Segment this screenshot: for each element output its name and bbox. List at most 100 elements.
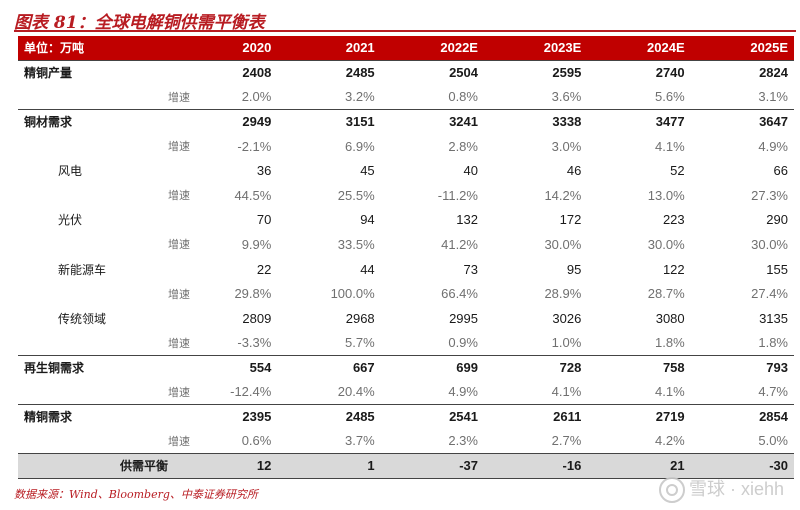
cell-value: 172 [559,212,582,228]
cell-value: 4.1% [655,138,685,154]
cell-value: 52 [670,163,685,179]
cell-value: 290 [766,212,788,228]
cell-value: 22 [256,261,272,277]
cell-value: 30.0% [751,236,788,252]
cell-value: -11.2% [437,187,478,203]
cell-value: 2719 [587,403,691,429]
cell-value: 3026 [552,310,582,326]
cell-value: 2740 [587,59,691,85]
cell-value: 14.2% [544,187,582,203]
cell-value: 0.9% [448,335,478,351]
cell-value: 3241 [380,108,484,134]
segment-row: 传统领域 2809 2968 2995 3026 3080 3135 [18,306,794,331]
cell-value: 5.0% [758,433,788,449]
cell-value: 3647 [690,108,794,134]
cell-value: 793 [690,354,794,380]
cell-value: 3135 [759,310,788,326]
cell-value: 27.4% [751,286,788,302]
cell-value: -12.4% [230,384,272,400]
cell-value: 2485 [277,403,381,429]
row-label: 增速 [168,238,190,252]
cell-value: 46 [566,163,582,179]
cell-value: 2949 [174,108,278,134]
cell-value: 728 [483,354,588,380]
cell-value: 1 [367,458,375,474]
cell-value: 3.7% [345,433,375,449]
cell-value: 30.0% [647,236,685,252]
row-label: 铜材需求 [18,108,174,134]
cell-value: 1.8% [758,335,788,351]
cell-value: 33.5% [337,236,375,252]
row-label: 风电 [58,164,83,179]
metric-row: 再生铜需求 554 667 699 728 758 793 [18,354,794,380]
cell-value: 2.0% [241,89,272,105]
cell-value: 2541 [380,403,484,429]
cell-value: 70 [256,212,272,228]
cell-value: 3.2% [345,89,375,105]
watermark-text: 雪球 · xiehh [688,479,784,499]
cell-value: 2611 [483,403,588,429]
cell-value: 3.1% [758,89,788,105]
cell-value: 554 [174,354,278,380]
row-label: 再生铜需求 [18,354,174,380]
row-label: 增速 [168,90,190,104]
row-label: 光伏 [58,213,83,228]
cell-value: 2968 [345,310,375,326]
cell-value: 122 [662,261,685,277]
growth-row: 增速 0.6% 3.7% 2.3% 2.7% 4.2% 5.0% [18,429,794,454]
row-label: 增速 [168,189,190,203]
cell-value: 95 [566,261,582,277]
cell-value: -16 [562,458,582,474]
row-label: 增速 [168,140,190,154]
year-header: 2021 [345,40,375,56]
cell-value: 3.6% [551,89,582,105]
growth-row: 增速 -12.4% 20.4% 4.9% 4.1% 4.1% 4.7% [18,380,794,405]
supply-demand-table: 单位：万吨 2020 2021 2022E 2023E 2024E 2025E … [18,36,794,479]
cell-value: 2.8% [448,138,478,154]
cell-value: 21 [670,458,685,474]
cell-value: 2395 [174,403,278,429]
year-header: 2025E [750,40,788,56]
cell-value: 2595 [483,59,588,85]
row-label: 增速 [168,336,190,350]
row-label: 新能源车 [58,262,107,277]
cell-value: 699 [380,354,484,380]
cell-value: 66 [773,163,788,179]
cell-value: -3.3% [237,335,272,351]
cell-value: 44 [360,261,375,277]
cell-value: 4.1% [551,384,582,400]
row-label: 增速 [168,385,190,399]
cell-value: 3151 [277,108,381,134]
cell-value: 132 [456,212,478,228]
cell-value: 4.7% [758,384,788,400]
cell-value: 41.2% [441,236,478,252]
cell-value: 40 [463,163,478,179]
row-label: 精铜产量 [18,59,174,85]
cell-value: 28.7% [647,286,685,302]
cell-value: 2809 [242,310,272,326]
metric-row: 铜材需求 2949 3151 3241 3338 3477 3647 [18,108,794,134]
cell-value: 4.2% [655,433,685,449]
cell-value: 2504 [380,59,484,85]
cell-value: 0.6% [241,433,272,449]
growth-row: 增速 9.9% 33.5% 41.2% 30.0% 30.0% 30.0% [18,232,794,257]
cell-value: 3338 [483,108,588,134]
segment-row: 光伏 70 94 132 172 223 290 [18,208,794,233]
metric-row: 精铜需求 2395 2485 2541 2611 2719 2854 [18,403,794,429]
cell-value: 44.5% [234,187,272,203]
cell-value: 667 [277,354,381,380]
cell-value: 6.9% [345,138,375,154]
cell-value: 2485 [277,59,381,85]
watermark: 雪球 · xiehh [658,475,784,504]
growth-row: 增速 29.8% 100.0% 66.4% 28.9% 28.7% 27.4% [18,281,794,306]
cell-value: 94 [360,212,375,228]
cell-value: 4.1% [655,384,685,400]
cell-value: 9.9% [241,236,272,252]
year-header: 2020 [242,40,272,56]
cell-value: 29.8% [234,286,272,302]
cell-value: 2824 [690,59,794,85]
cell-value: 13.0% [647,187,685,203]
cell-value: 2854 [690,403,794,429]
figure-title: 图表 81：全球电解铜供需平衡表 [14,13,265,33]
segment-row: 风电 36 45 40 46 52 66 [18,158,794,183]
